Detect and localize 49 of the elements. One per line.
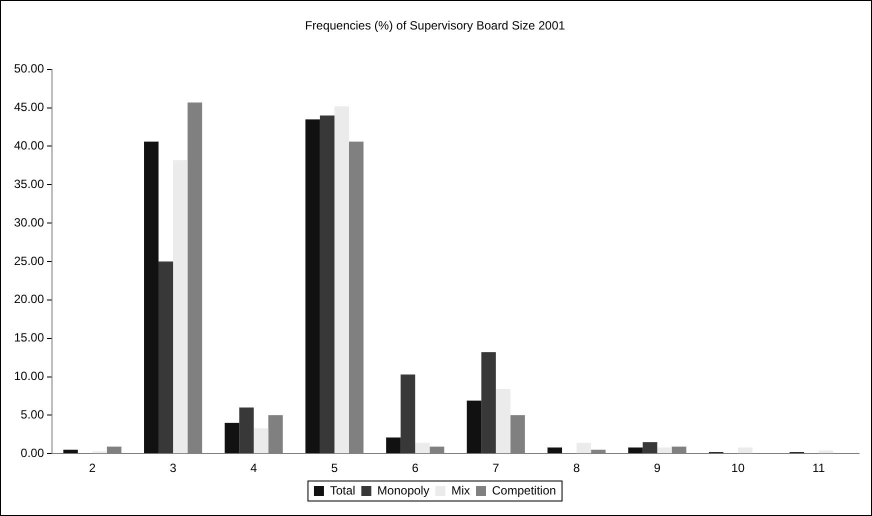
bar <box>642 442 658 454</box>
bar <box>158 262 174 454</box>
bar <box>173 160 188 454</box>
bar <box>334 106 349 454</box>
x-tick-label: 6 <box>412 461 419 476</box>
x-tick-label: 10 <box>731 461 745 476</box>
bar <box>239 407 254 454</box>
legend-label: Monopoly <box>377 483 430 498</box>
x-tick-label: 2 <box>89 461 96 476</box>
bar <box>548 447 562 454</box>
bar <box>400 374 416 454</box>
chart-title: Frequencies (%) of Supervisory Board Size 2001 <box>304 18 566 33</box>
bar <box>481 352 496 454</box>
x-tick-label: 7 <box>492 461 500 476</box>
legend-label: Competition <box>492 483 556 498</box>
bar <box>818 450 834 454</box>
bar <box>224 422 240 454</box>
x-tick-label: 4 <box>250 461 258 476</box>
x-tick-label: 8 <box>573 461 580 476</box>
y-tick-label: 40.00 <box>14 138 44 153</box>
bar <box>628 447 643 454</box>
bar <box>466 400 482 454</box>
y-tick-label: 25.00 <box>14 254 44 268</box>
legend-label: Mix <box>451 483 470 498</box>
bar <box>63 450 78 454</box>
y-tick-label: 50.00 <box>14 62 44 76</box>
y-tick-label: 35.00 <box>14 176 44 191</box>
bar <box>320 116 334 454</box>
y-tick-label: 10.00 <box>14 369 44 384</box>
x-tick-label: 9 <box>654 461 661 476</box>
bar <box>738 447 752 454</box>
y-tick-label: 30.00 <box>14 215 44 230</box>
y-tick-label: 5.00 <box>20 407 44 422</box>
x-tick-label: 3 <box>170 461 177 476</box>
bar <box>657 447 672 454</box>
bar <box>576 442 592 454</box>
bar <box>386 437 401 454</box>
bar <box>496 389 510 454</box>
bar <box>144 142 159 454</box>
bar <box>305 119 320 454</box>
bar <box>415 442 430 454</box>
y-tick-label: 20.00 <box>14 292 44 306</box>
y-tick-label: 45.00 <box>14 100 44 114</box>
y-tick-label: 15.00 <box>14 330 44 345</box>
y-tick-label: 0.00 <box>20 446 44 460</box>
legend-label: Total <box>330 483 356 498</box>
bar <box>254 428 268 454</box>
x-tick-label: 5 <box>331 461 338 476</box>
x-tick-label: 11 <box>812 461 826 476</box>
